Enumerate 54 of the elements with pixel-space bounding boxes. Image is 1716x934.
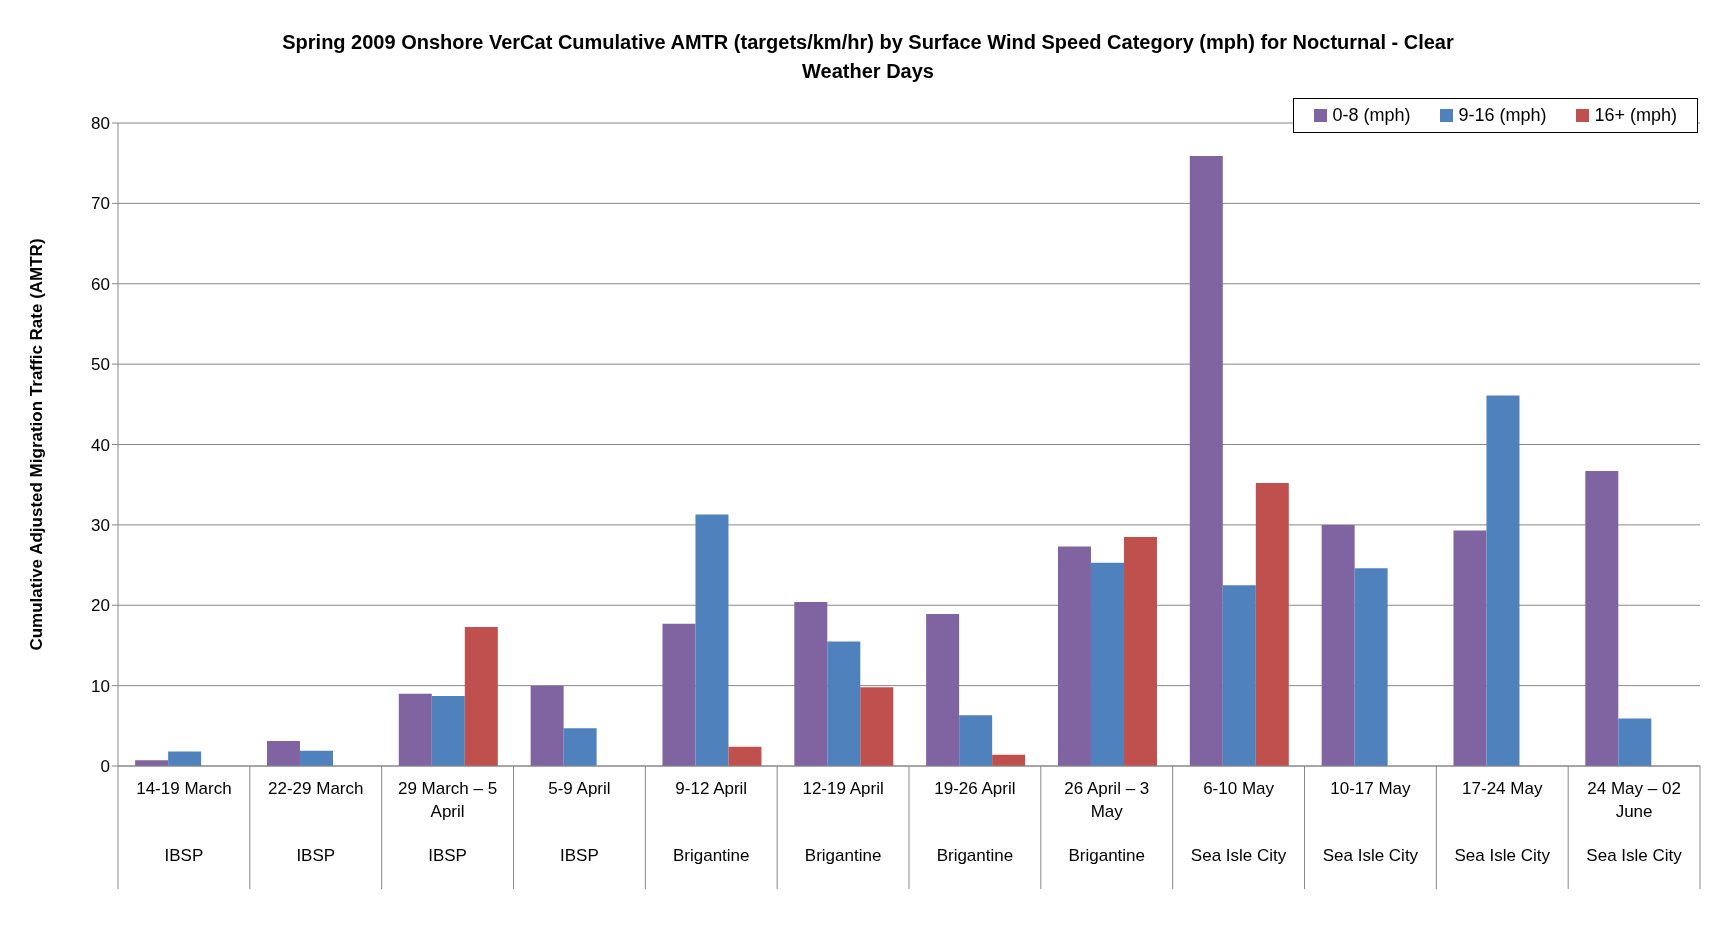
category-label: 14-19 March IBSP xyxy=(136,779,232,865)
bar xyxy=(168,751,202,766)
y-tick-label: 80 xyxy=(91,114,110,134)
bar xyxy=(728,746,762,766)
category-label: 5-9 April IBSP xyxy=(548,779,611,865)
bar xyxy=(1057,546,1091,766)
bar xyxy=(563,728,597,766)
category-label: 12-19 April Brigantine xyxy=(802,779,884,865)
bar xyxy=(299,750,333,766)
bar xyxy=(431,696,465,766)
bar xyxy=(1486,395,1520,766)
bar xyxy=(1321,524,1355,766)
y-tick-label: 60 xyxy=(91,274,110,294)
category-label: 9-12 April Brigantine xyxy=(672,779,750,865)
bar xyxy=(1255,483,1289,766)
bar xyxy=(794,602,828,766)
bar xyxy=(827,641,861,766)
category-label: 10-17 May Sea Isle City xyxy=(1322,779,1419,865)
bar xyxy=(1090,562,1124,766)
bar xyxy=(1189,155,1223,766)
category-label: 17-24 May Sea Isle City xyxy=(1454,779,1550,865)
bar xyxy=(266,741,300,766)
bar xyxy=(926,614,960,766)
bar xyxy=(1585,471,1619,766)
bar xyxy=(464,626,498,766)
y-axis-title: Cumulative Adjusted Migration Traffic Rate (AMTR) xyxy=(27,238,47,651)
bar xyxy=(1222,585,1256,766)
bar xyxy=(398,693,432,766)
category-label: 6-10 May Sea Isle City xyxy=(1190,779,1287,865)
y-tick-label: 0 xyxy=(100,757,110,777)
y-tick-label: 40 xyxy=(91,435,110,455)
category-label: 29 March – 5 April IBSP xyxy=(397,779,498,865)
legend-label: 0-8 (mph) xyxy=(1332,105,1411,126)
category-label: 24 May – 02 June Sea Isle City xyxy=(1586,779,1682,865)
bar xyxy=(662,623,696,766)
y-tick-label: 20 xyxy=(91,596,110,616)
bar xyxy=(1618,718,1652,766)
y-tick-label: 10 xyxy=(91,676,110,696)
y-tick-label: 70 xyxy=(91,194,110,214)
y-tick-label: 50 xyxy=(91,355,110,375)
bar xyxy=(1123,536,1157,766)
legend-label: 9-16 (mph) xyxy=(1458,105,1547,126)
category-label: 19-26 April Brigantine xyxy=(934,779,1016,865)
bar xyxy=(695,514,729,766)
y-tick-label: 30 xyxy=(91,515,110,535)
chart-title: Spring 2009 Onshore VerCat Cumulative AMTR (targets/km/hr) by Surface Wind Speed Category (mph) for Nocturnal - Clear Weather Days xyxy=(281,30,1455,84)
bar xyxy=(1453,530,1487,766)
category-label: 22-29 March IBSP xyxy=(268,779,364,865)
bar xyxy=(1354,568,1388,766)
bar xyxy=(959,715,993,766)
bar xyxy=(860,687,894,766)
legend-label: 16+ (mph) xyxy=(1594,105,1677,126)
category-label: 26 April – 3 May Brigantine xyxy=(1064,779,1150,865)
bar xyxy=(530,685,564,766)
